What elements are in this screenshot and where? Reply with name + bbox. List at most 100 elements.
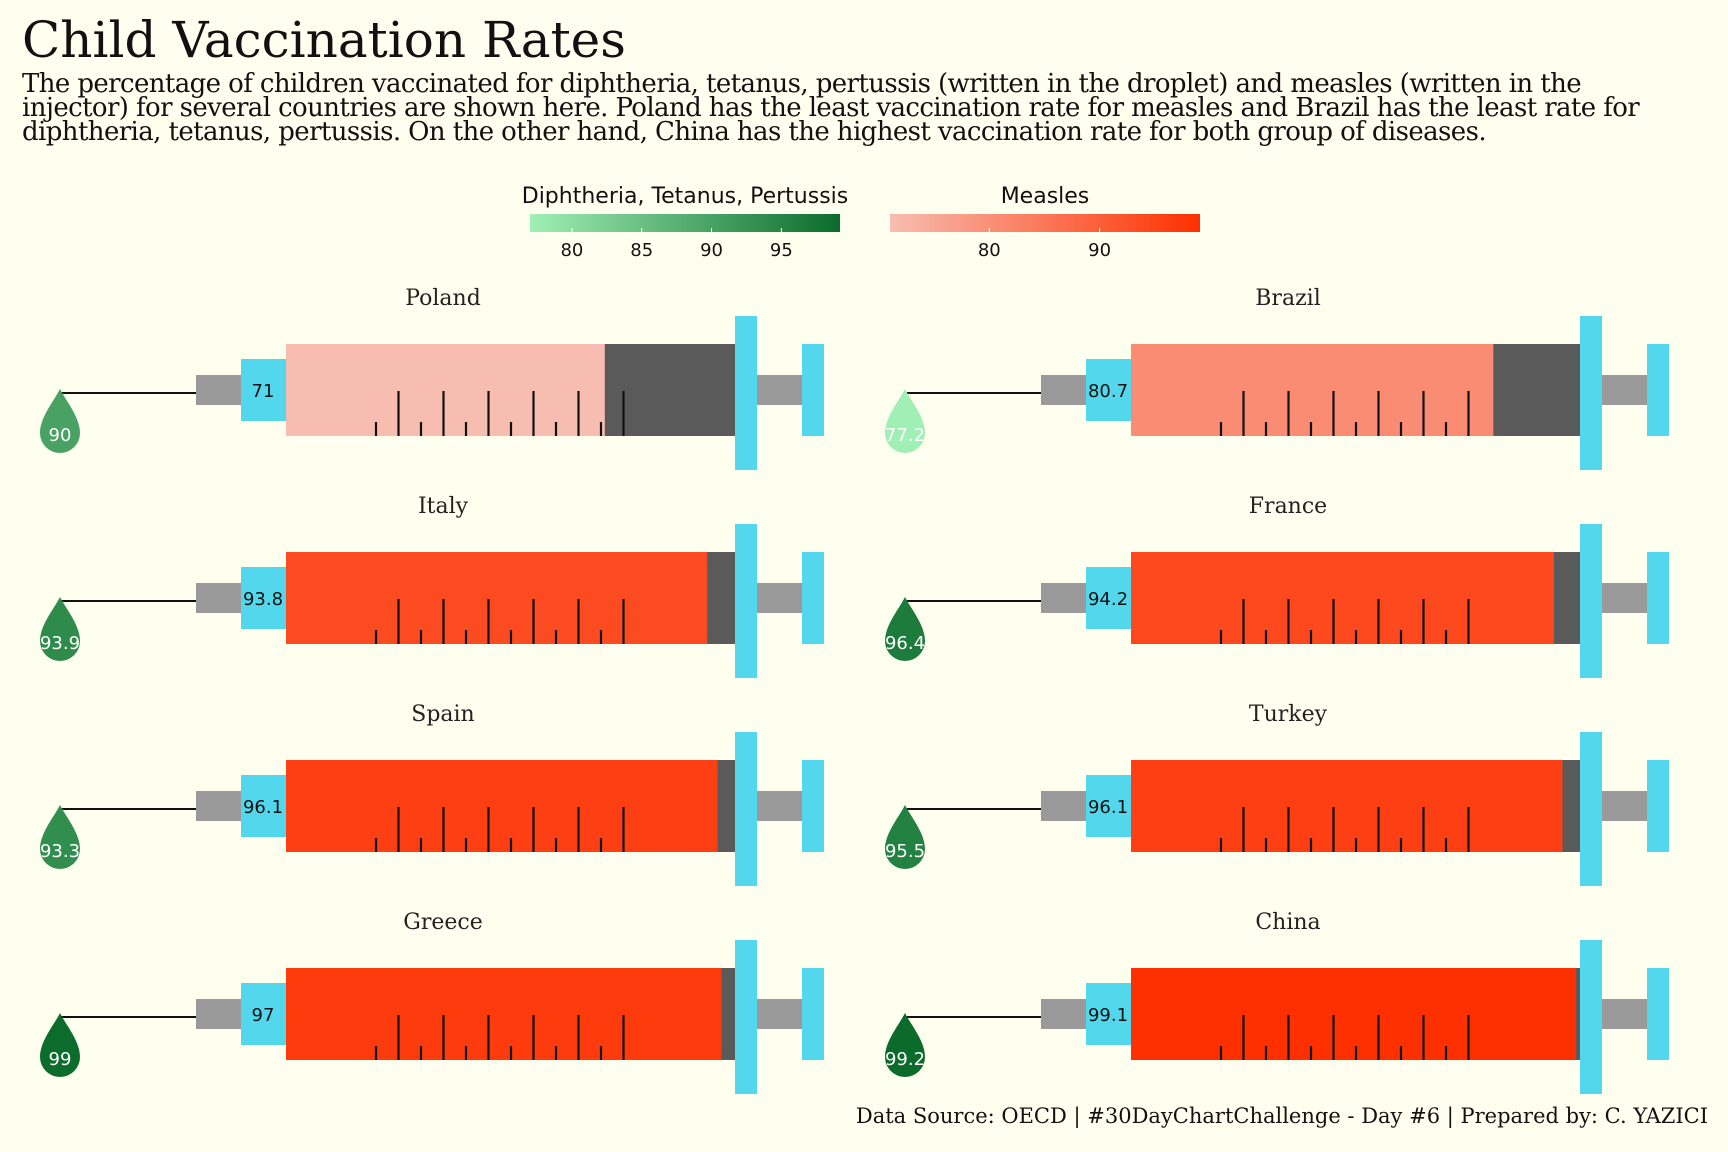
droplet-dtp [885,389,925,453]
barrel-fill-measles [1131,968,1576,1060]
plunger-rod [1602,791,1647,821]
country-label: China [1255,910,1320,935]
injector-tip [241,983,286,1045]
dtp-value-label: 93.3 [40,841,80,862]
syringe-panel-poland: Poland 71 90 [40,286,824,470]
plunger-rod [757,791,802,821]
syringe-panel-spain: Spain 96.1 93.3 [40,702,824,886]
droplet-dtp [885,597,925,661]
plunger-thumb-rest [1647,760,1669,852]
legend-dtp-tick-label: 90 [700,240,723,261]
needle-hub [1041,583,1086,613]
plunger-thumb-rest [802,968,824,1060]
dtp-value-label: 99.2 [885,1049,925,1070]
measles-value-label: 97 [252,1005,275,1026]
country-label: Turkey [1249,702,1328,727]
syringe-flange [735,524,757,678]
needle-hub [196,375,241,405]
legend-dtp-tick-label: 95 [770,240,793,261]
country-label: Greece [403,910,482,935]
legend-dtp-tick-label: 85 [630,240,653,261]
plunger-thumb-rest [802,552,824,644]
needle-hub [196,583,241,613]
legend-measles-tick-label: 90 [1088,240,1111,261]
plunger-rod [1602,583,1647,613]
barrel-fill-measles [286,344,605,436]
dtp-value-label: 99 [49,1049,72,1070]
injector-tip [1086,359,1131,421]
legend-dtp-tick-label: 80 [560,240,583,261]
country-label: Brazil [1255,286,1320,311]
measles-value-label: 80.7 [1088,381,1128,402]
legend-measles-colorbar [890,214,1200,232]
chart-subtitle: The percentage of children vaccinated fo… [22,69,1640,147]
legend-dtp-title: Diphtheria, Tetanus, Pertussis [522,184,849,209]
plunger-rod [757,375,802,405]
injector-tip [241,775,286,837]
syringe-flange [735,940,757,1094]
barrel-fill-measles [1131,344,1494,436]
legend-measles-tick-label: 80 [978,240,1001,261]
legend-measles-title: Measles [1001,184,1090,209]
injector-tip [1086,567,1131,629]
injector-tip [241,567,286,629]
droplet-dtp [40,805,80,869]
droplet-dtp [885,1013,925,1077]
plunger-rod [1602,375,1647,405]
plunger-thumb-rest [802,760,824,852]
droplet-dtp [40,597,80,661]
droplet-dtp [40,389,80,453]
plunger-thumb-rest [1647,344,1669,436]
dtp-value-label: 93.9 [40,633,80,654]
needle-hub [1041,375,1086,405]
barrel-fill-measles [286,760,718,852]
measles-value-label: 96.1 [243,797,283,818]
panel-group: Poland 71 90 Brazil 80.7 77.2 Italy 93.8 93.9 Fra… [40,286,1669,1094]
plunger-thumb-rest [1647,968,1669,1060]
legend-measles: Measles 80 90 [890,184,1200,261]
syringe-flange [1580,524,1602,678]
injector-tip [241,359,286,421]
needle-hub [1041,791,1086,821]
measles-value-label: 71 [252,381,275,402]
chart-caption: Data Source: OECD | #30DayChartChallenge… [855,1104,1708,1128]
measles-value-label: 94.2 [1088,589,1128,610]
syringe-flange [735,732,757,886]
syringe-panel-brazil: Brazil 80.7 77.2 [885,286,1669,470]
injector-tip [1086,775,1131,837]
legend-group: Diphtheria, Tetanus, Pertussis 80 85 90 95 Me… [522,184,1200,261]
needle-hub [196,999,241,1029]
syringe-panel-france: France 94.2 96.4 [885,494,1669,678]
plunger-rod [757,583,802,613]
syringe-flange [735,316,757,470]
legend-dtp-colorbar [530,214,840,232]
dtp-value-label: 90 [49,425,72,446]
plunger-thumb-rest [802,344,824,436]
measles-value-label: 96.1 [1088,797,1128,818]
measles-value-label: 93.8 [243,589,283,610]
plunger-rod [1602,999,1647,1029]
syringe-panel-turkey: Turkey 96.1 95.5 [885,702,1669,886]
droplet-dtp [40,1013,80,1077]
dtp-value-label: 77.2 [885,425,925,446]
barrel-fill-measles [286,552,708,644]
plunger-thumb-rest [1647,552,1669,644]
barrel-fill-measles [1131,552,1554,644]
syringe-panel-greece: Greece 97 99 [40,910,824,1094]
syringe-flange [1580,316,1602,470]
syringe-panel-italy: Italy 93.8 93.9 [40,494,824,678]
syringe-flange [1580,732,1602,886]
barrel-fill-measles [286,968,722,1060]
measles-value-label: 99.1 [1088,1005,1128,1026]
chart-title: Child Vaccination Rates [22,11,626,69]
country-label: Spain [411,702,474,727]
country-label: Italy [418,494,469,519]
country-label: France [1249,494,1327,519]
needle-hub [196,791,241,821]
barrel-fill-measles [1131,760,1563,852]
dtp-value-label: 95.5 [885,841,925,862]
dtp-value-label: 96.4 [885,633,925,654]
legend-dtp: Diphtheria, Tetanus, Pertussis 80 85 90 95 [522,184,849,261]
needle-hub [1041,999,1086,1029]
syringe-flange [1580,940,1602,1094]
